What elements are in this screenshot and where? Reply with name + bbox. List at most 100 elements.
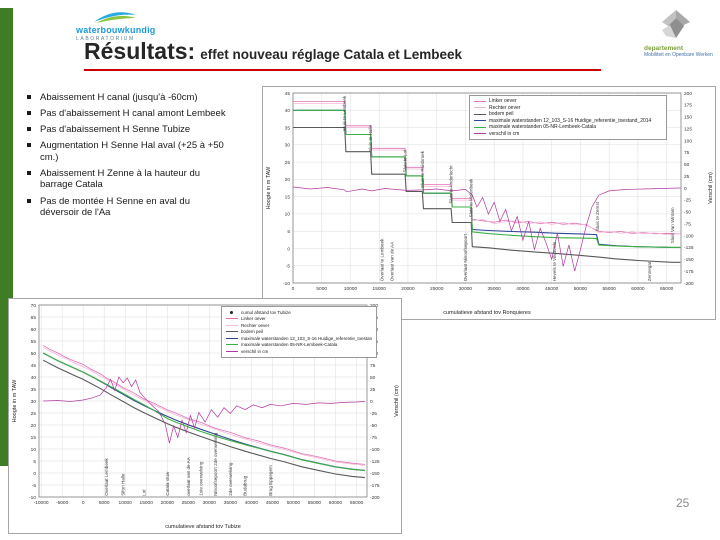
series-line [293, 126, 681, 263]
legend-item: Linker oever [474, 98, 662, 105]
y-left-tick-label: 20 [31, 423, 37, 429]
y-right-tick-label: -100 [684, 233, 694, 239]
legend-label: Rechter oever [489, 104, 521, 111]
bullet-item: Pas d'abaissement H Senne Tubize [26, 124, 228, 136]
legend-item: verschil in cm [474, 131, 662, 138]
y-right-tick-label: 75 [684, 150, 690, 156]
annotation-label: Budabrug [243, 475, 248, 495]
annotation-label: Sluis te Zemst [595, 201, 600, 231]
annotation-label: Overlaat te Lembeek [380, 238, 385, 281]
x-tick-label: 25000 [430, 286, 444, 292]
legend-item: Rechter oever [226, 322, 372, 329]
x-tick-label: 40000 [516, 286, 530, 292]
series-line [293, 102, 681, 236]
x-tick-label: 30000 [459, 286, 473, 292]
x-tick-label: 40000 [245, 500, 259, 506]
y-left-tick-label: 5 [287, 229, 290, 235]
legend-label: bodem peil [241, 329, 264, 335]
annotation-label: Zennegat [647, 261, 652, 281]
x-tick-label: 5000 [316, 286, 327, 292]
y-left-tick-label: 30 [31, 399, 37, 405]
x-tick-label: 0 [82, 500, 85, 506]
y-right-tick-label: -50 [684, 210, 691, 216]
y-right-tick-label: 200 [370, 303, 378, 309]
y-left-tick-label: -10 [29, 495, 36, 501]
legend-label: Linker oever [241, 316, 266, 322]
legend-item: bodem peil [474, 111, 662, 118]
annotation-label: Brug Eppegem [268, 465, 273, 496]
y-right-tick-label: -175 [370, 483, 380, 489]
legend-item: maximale waterstanden 05-NR-Lembeek-Cata… [226, 342, 372, 349]
x-tick-label: 35000 [488, 286, 502, 292]
legend-item: maximale waterstanden 12_103_S-16 Huidig… [226, 335, 372, 342]
x-tick-label: 30000 [203, 500, 217, 506]
y-right-tick-label: 175 [684, 103, 692, 109]
legend-swatch-icon [474, 113, 486, 115]
annotation-label: Lot [142, 489, 147, 496]
legend-swatch-icon [226, 324, 238, 326]
series-line [293, 109, 681, 248]
legend-swatch-icon [226, 350, 238, 352]
y-left-tick-label: 30 [285, 143, 291, 149]
y-left-tick-label: 15 [31, 435, 37, 441]
y-right-tick-label: 75 [370, 363, 376, 369]
y-left-tick-label: 45 [31, 363, 37, 369]
legend-swatch-icon [226, 318, 238, 320]
y-axis-label-left: Hoogte in m TAW [266, 166, 272, 209]
y-right-tick-label: 200 [684, 91, 692, 97]
y-right-tick-label: 100 [684, 138, 692, 144]
x-tick-label: 20000 [161, 500, 175, 506]
y-axis-label-right: Verschil (cm) [708, 172, 714, 204]
y-right-tick-label: -125 [684, 245, 694, 251]
legend-item: maximale waterstanden 05-NR-Lembeek-Cata… [474, 124, 662, 131]
legend-item: bodem peil [226, 329, 372, 336]
y-left-tick-label: 50 [31, 351, 37, 357]
legend-swatch-icon [474, 133, 486, 135]
y-right-tick-label: 25 [370, 387, 376, 393]
legend-label: Rechter oever [241, 322, 270, 328]
y-right-tick-label: -150 [370, 471, 380, 477]
annotation-label: Sifon Halle [121, 473, 126, 496]
y-left-tick-label: 25 [285, 160, 291, 166]
x-tick-label: 15000 [140, 500, 154, 506]
chart-senne-profile: -10000 -5000 0 5000 10000 15000 20000 25000 3000… [8, 298, 402, 534]
x-tick-label: 45000 [266, 500, 280, 506]
annotation-label: Overlaat Lembeek [104, 458, 109, 496]
y-right-tick-label: 25 [684, 174, 690, 180]
x-axis-label: cumulatieve afstand tov Ronquieres [443, 310, 531, 316]
y-left-tick-label: 0 [287, 246, 290, 252]
annotation-label: 2de overwelving [228, 462, 233, 496]
y-right-tick-label: 50 [370, 375, 376, 381]
legend-label: cumul afstand tov Tubize [241, 309, 291, 315]
x-tick-label: 20000 [401, 286, 415, 292]
page-number: 25 [676, 496, 690, 510]
bullet-list: Abaissement H canal (jusqu'à -60cm) Pas d… [26, 92, 228, 223]
annotation-label: overlaat van de AA [186, 456, 191, 495]
y-left-tick-label: 70 [31, 303, 37, 309]
y-right-tick-label: 0 [370, 399, 373, 405]
bullet-item: Augmentation H Senne Hal aval (+25 à +50… [26, 140, 228, 163]
legend-swatch-icon [474, 107, 486, 109]
legend-item: cumul afstand tov Tubize [226, 309, 372, 316]
y-left-tick-label: 40 [285, 108, 291, 114]
y-axis-label-right: Verschil (cm) [394, 385, 400, 417]
x-tick-label: 10000 [119, 500, 133, 506]
legend-swatch-icon [474, 120, 486, 122]
series-line [42, 344, 365, 465]
legend-label: bodem peil [489, 111, 514, 118]
title-underline [84, 69, 601, 71]
legend-label: maximale waterstanden 05-NR-Lembeek-Cata… [489, 124, 596, 131]
annotation-label: Hevels te Vilvoorde [552, 241, 557, 281]
x-tick-label: 15000 [373, 286, 387, 292]
chart-canal-legend: Linker oever Rechter oever bodem peil maxim… [469, 95, 667, 140]
x-tick-label: 50000 [574, 286, 588, 292]
y-left-tick-label: 0 [33, 471, 36, 477]
laboratorium-logo-text: LABORATORIUM [76, 36, 135, 42]
y-left-tick-label: 10 [285, 212, 291, 218]
bullet-item: Pas d'abaissement H canal amont Lembeek [26, 108, 228, 120]
y-left-tick-label: -10 [283, 281, 290, 287]
x-tick-label: 55000 [602, 286, 616, 292]
y-left-tick-label: 35 [285, 125, 291, 131]
x-tick-label: 35000 [224, 500, 238, 506]
x-tick-label: 65000 [350, 500, 364, 506]
